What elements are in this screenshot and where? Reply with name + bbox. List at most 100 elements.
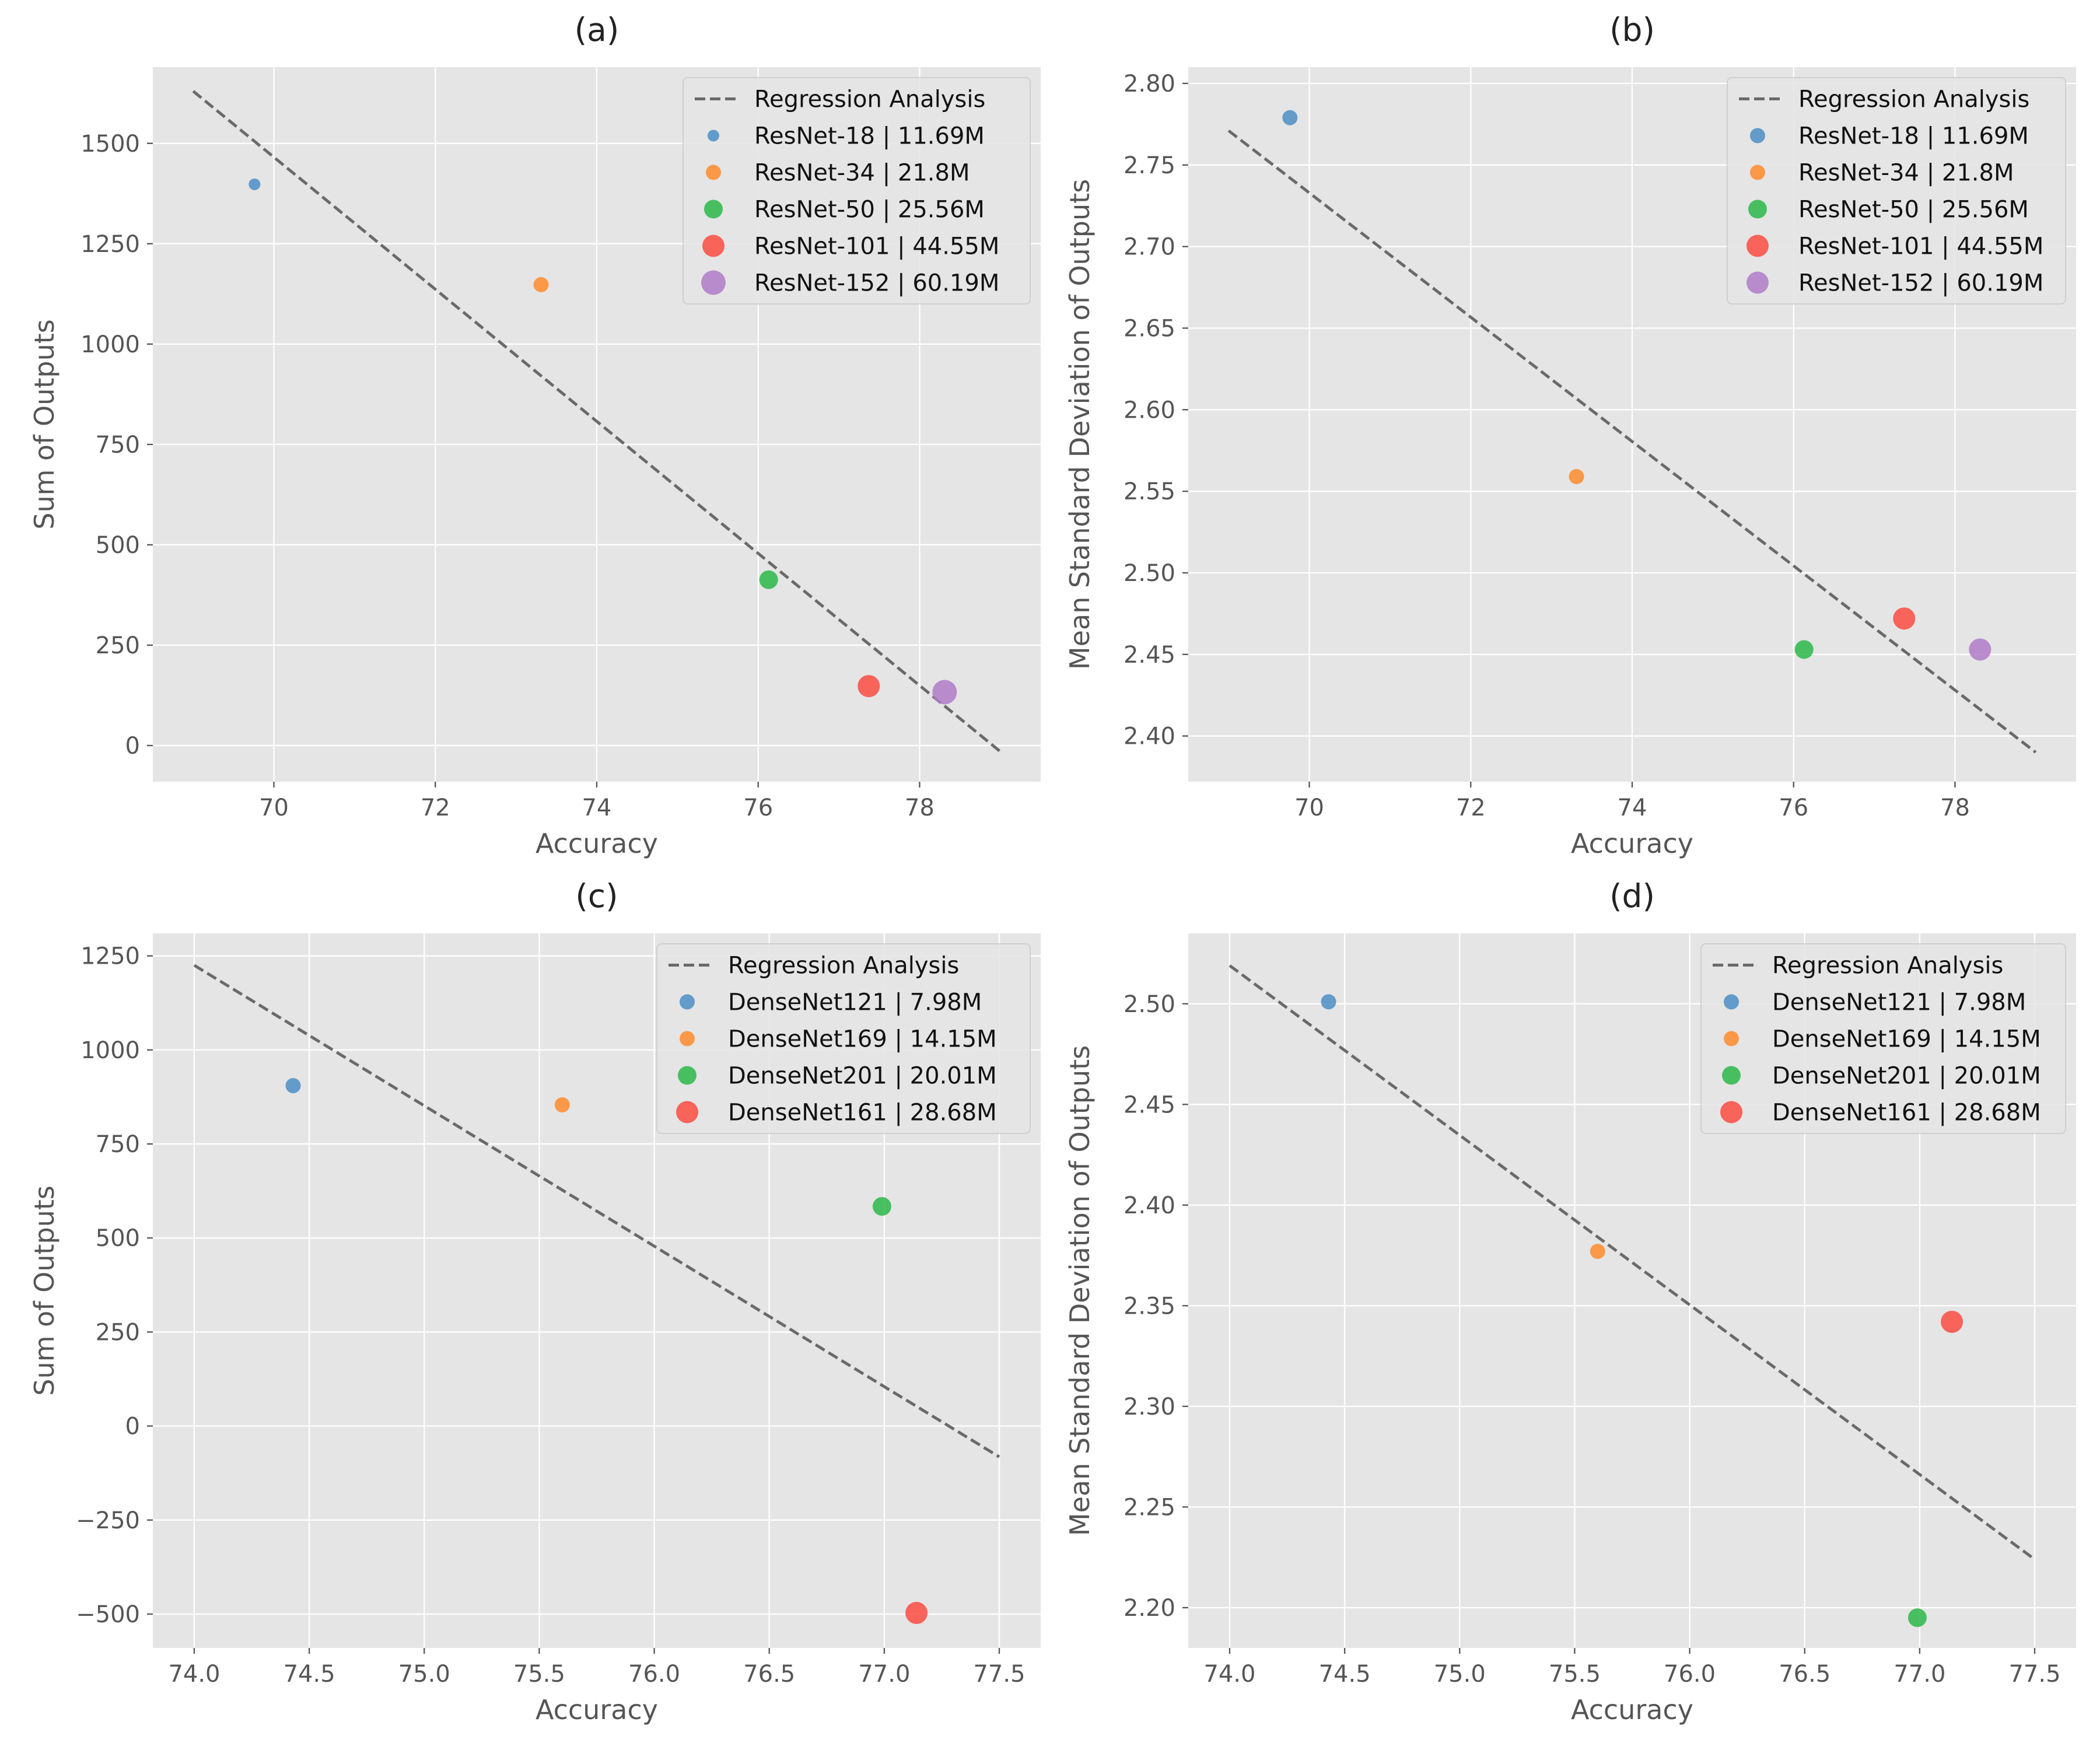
legend-marker	[678, 1066, 696, 1085]
data-point	[1969, 638, 1992, 661]
legend-marker	[680, 1031, 695, 1046]
y-tick-label: −250	[76, 1507, 140, 1534]
legend-marker	[1720, 1101, 1742, 1124]
data-point	[1590, 1244, 1605, 1259]
y-tick-label: 2.40	[1124, 723, 1175, 750]
x-tick-label: 75.5	[1549, 1661, 1601, 1688]
x-tick-label: 77.0	[1894, 1661, 1945, 1688]
legend-label: DenseNet121 | 7.98M	[1772, 989, 2026, 1016]
data-point	[905, 1602, 928, 1625]
x-tick-label: 74.0	[168, 1661, 220, 1688]
legend-label: DenseNet201 | 20.01M	[728, 1063, 997, 1090]
x-tick-label: 76.0	[1664, 1661, 1716, 1688]
legend-label: ResNet-101 | 44.55M	[1798, 233, 2043, 260]
y-tick-label: 1250	[80, 231, 140, 258]
x-tick-label: 72	[1456, 794, 1486, 821]
legend-marker	[708, 130, 719, 142]
x-tick-label: 74	[582, 794, 612, 821]
data-point	[932, 680, 957, 705]
y-tick-label: 250	[96, 1319, 140, 1346]
x-tick-label: 78	[905, 794, 935, 821]
x-tick-label: 76	[743, 794, 773, 821]
x-tick-label: 74	[1618, 794, 1647, 821]
legend-frame	[682, 77, 1031, 304]
x-tick-label: 76.0	[628, 1661, 680, 1688]
legend-marker	[701, 270, 726, 295]
y-tick-label: 1000	[80, 1037, 140, 1064]
y-tick-label: 0	[125, 1413, 140, 1440]
legend-label: ResNet-152 | 60.19M	[1798, 270, 2043, 297]
y-tick-label: 2.30	[1124, 1394, 1175, 1420]
legend-label: DenseNet169 | 14.15M	[728, 1026, 997, 1053]
panel-title: (c)	[575, 877, 618, 915]
chart-panel: 70 72 74 76 78 0 250 500 750 1000 1250 1500 (a) Accur…	[29, 11, 1041, 859]
legend-label: DenseNet169 | 14.15M	[1772, 1026, 2041, 1053]
x-axis-label: Accuracy	[536, 828, 658, 859]
y-tick-label: 750	[96, 1131, 140, 1158]
x-tick-label: 77.5	[2008, 1661, 2060, 1688]
legend-label: Regression Analysis	[1798, 86, 2029, 113]
legend-label: DenseNet201 | 20.01M	[1772, 1063, 2041, 1090]
x-axis-label: Accuracy	[536, 1694, 658, 1726]
y-tick-label: 2.70	[1124, 234, 1175, 261]
x-tick-label: 70	[259, 794, 289, 821]
legend-marker	[706, 164, 721, 180]
x-tick-label: 76	[1779, 794, 1808, 821]
legend-label: ResNet-34 | 21.8M	[1798, 160, 2014, 187]
y-axis-label: Sum of Outputs	[29, 319, 60, 530]
data-point	[249, 178, 261, 190]
x-tick-label: 75.5	[513, 1661, 565, 1688]
legend: Regression Analysis ResNet-18 | 11.69M Res…	[682, 77, 1031, 304]
y-tick-label: 250	[96, 632, 140, 659]
panel-title: (b)	[1609, 11, 1655, 48]
data-point	[1893, 607, 1916, 630]
y-tick-label: 500	[96, 532, 140, 559]
y-tick-label: 2.50	[1124, 991, 1175, 1018]
y-tick-label: 2.35	[1124, 1293, 1175, 1320]
x-tick-label: 75.0	[1434, 1661, 1486, 1688]
regression-line	[192, 90, 1002, 753]
legend-marker	[1746, 235, 1769, 257]
x-axis-label: Accuracy	[1571, 1694, 1693, 1726]
y-tick-label: 750	[96, 432, 140, 459]
data-point	[1794, 640, 1814, 659]
x-tick-label: 70	[1294, 794, 1324, 821]
y-axis-label: Sum of Outputs	[29, 1185, 60, 1396]
data-point	[1321, 994, 1336, 1010]
y-tick-label: 1250	[80, 943, 140, 970]
data-point	[1282, 110, 1298, 125]
legend-label: ResNet-152 | 60.19M	[754, 270, 999, 297]
x-tick-label: 77.0	[858, 1661, 910, 1688]
legend-marker	[704, 200, 723, 219]
legend-frame	[1700, 943, 2066, 1134]
legend-marker	[1722, 1066, 1741, 1085]
legend-label: DenseNet161 | 28.68M	[728, 1100, 997, 1126]
data-point	[1569, 468, 1584, 484]
legend-label: ResNet-50 | 25.56M	[1798, 197, 2029, 223]
legend: Regression Analysis DenseNet121 | 7.98M De…	[1700, 943, 2066, 1134]
regression-line	[1227, 130, 2037, 754]
x-tick-label: 76.5	[743, 1661, 795, 1688]
x-tick-label: 74.5	[1319, 1661, 1371, 1688]
legend-label: Regression Analysis	[754, 86, 985, 113]
data-point	[285, 1078, 301, 1094]
y-tick-label: 2.40	[1124, 1192, 1175, 1219]
data-point	[1908, 1608, 1927, 1628]
data-point	[858, 675, 880, 698]
legend-label: ResNet-50 | 25.56M	[754, 197, 985, 223]
y-tick-label: 2.55	[1124, 478, 1175, 505]
legend-marker	[676, 1101, 698, 1124]
legend-marker	[1746, 271, 1769, 294]
panel-title: (a)	[575, 11, 620, 48]
legend-marker	[702, 235, 724, 257]
y-tick-label: 2.45	[1124, 642, 1175, 668]
legend: Regression Analysis DenseNet121 | 7.98M De…	[656, 943, 1031, 1134]
x-tick-label: 77.5	[973, 1661, 1025, 1688]
legend-label: DenseNet121 | 7.98M	[728, 989, 982, 1016]
y-axis-label: Mean Standard Deviation of Outputs	[1064, 179, 1096, 670]
y-tick-label: 1500	[80, 131, 140, 158]
x-tick-label: 76.5	[1779, 1661, 1831, 1688]
data-point	[554, 1097, 570, 1112]
data-point	[533, 277, 549, 293]
data-point	[872, 1197, 891, 1216]
